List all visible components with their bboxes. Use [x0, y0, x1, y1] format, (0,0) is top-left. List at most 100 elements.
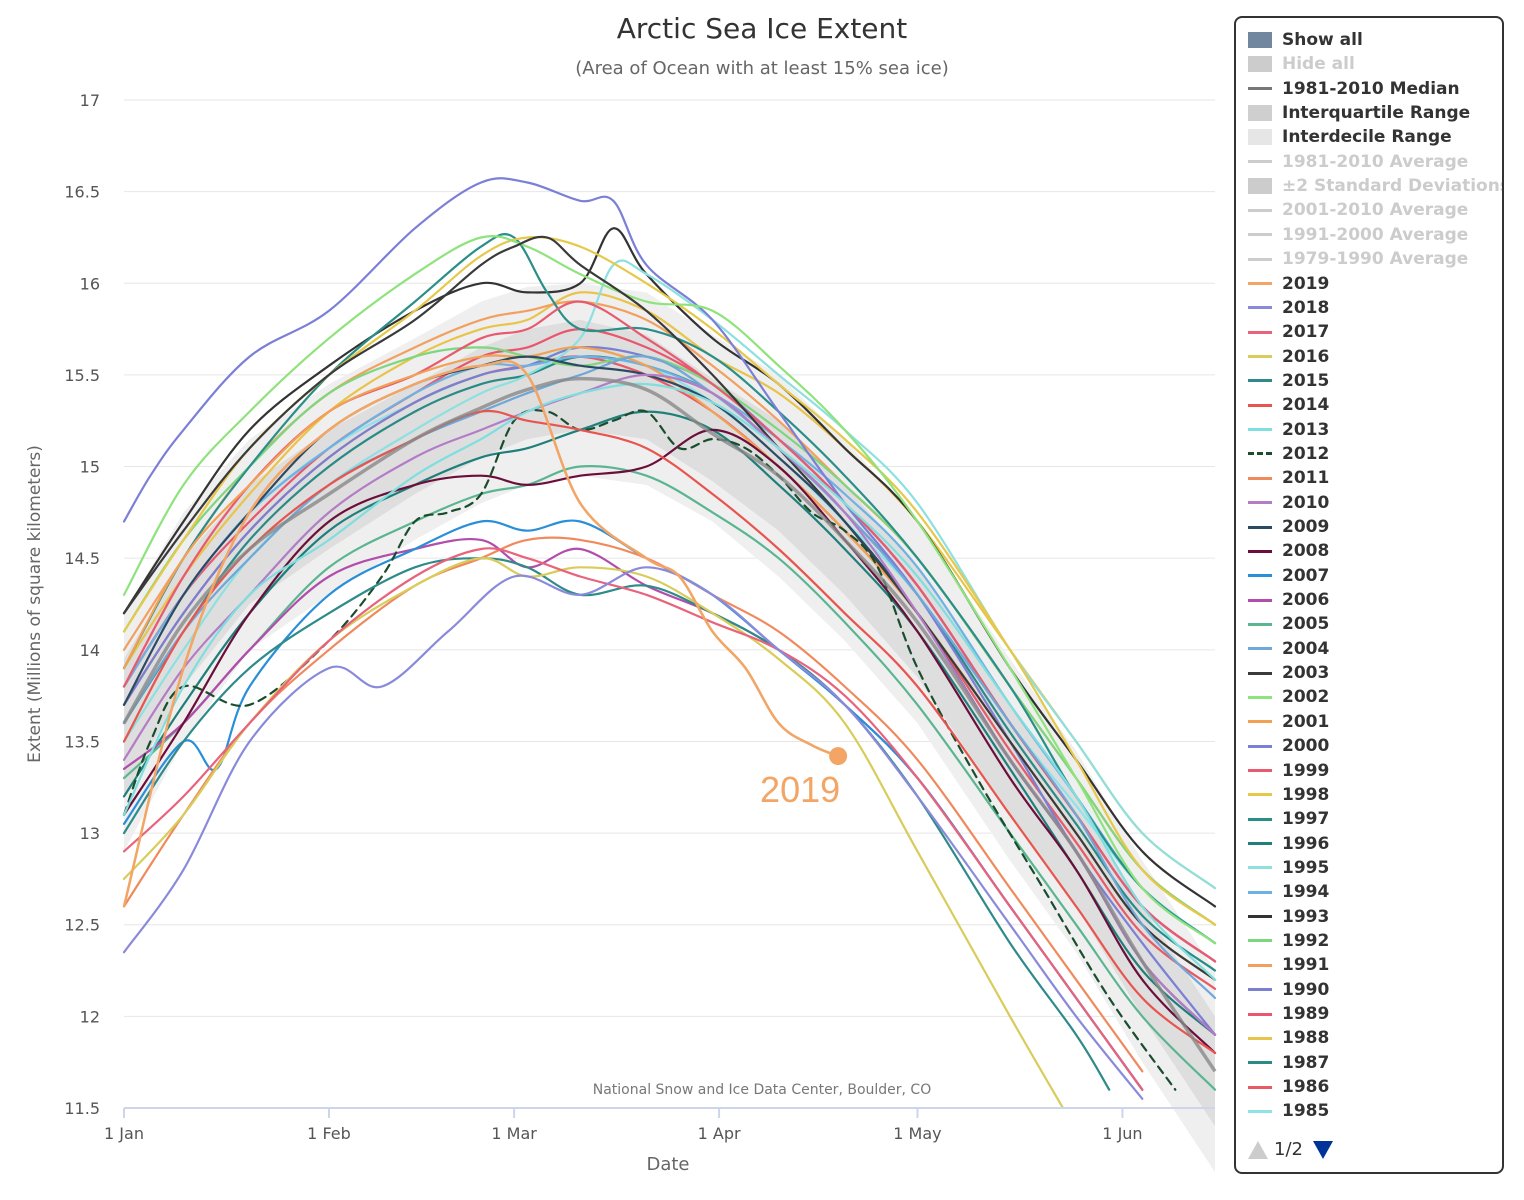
legend-item-1991-2000-average[interactable]: 1991-2000 Average [1248, 224, 1468, 246]
legend-item-1999[interactable]: 1999 [1248, 760, 1329, 782]
series-lines [122, 177, 1217, 1110]
pager-text: 1/2 [1274, 1139, 1303, 1160]
y-tick-label: 13 [80, 824, 100, 843]
legend-item-2005[interactable]: 2005 [1248, 613, 1329, 635]
legend-item-1992[interactable]: 1992 [1248, 930, 1329, 952]
legend-label: 2009 [1282, 517, 1330, 537]
legend-label: 2016 [1282, 346, 1330, 367]
legend-item-1998[interactable]: 1998 [1248, 784, 1329, 806]
legend-item-hide-all[interactable]: Hide all [1248, 53, 1355, 75]
legend-label: 1979-1990 Average [1282, 249, 1469, 270]
legend-swatch [1248, 1109, 1272, 1113]
legend-swatch [1248, 622, 1272, 626]
credit-text: National Snow and Ice Data Center, Bould… [593, 1082, 931, 1098]
series-line-2000 [122, 177, 1217, 1036]
y-axis-label: Extent (Millions of square kilometers) [25, 445, 45, 763]
legend-item-1996[interactable]: 1996 [1248, 833, 1329, 855]
y-tick-label: 16 [80, 274, 100, 293]
legend-item-2004[interactable]: 2004 [1248, 638, 1329, 660]
legend-item-2003[interactable]: 2003 [1248, 662, 1329, 684]
x-axis-label: Date [646, 1154, 689, 1175]
legend-item-2019[interactable]: 2019 [1248, 273, 1329, 295]
legend-item-1995[interactable]: 1995 [1248, 857, 1329, 879]
legend-swatch [1248, 1012, 1272, 1016]
legend-swatch [1248, 744, 1272, 748]
legend-swatch [1248, 355, 1272, 359]
legend-item-1986[interactable]: 1986 [1248, 1076, 1329, 1098]
legend-item-1987[interactable]: 1987 [1248, 1052, 1329, 1074]
legend-swatch [1248, 233, 1272, 237]
legend-item-2001-2010-average[interactable]: 2001-2010 Average [1248, 199, 1468, 221]
legend-item-2015[interactable]: 2015 [1248, 370, 1329, 392]
legend-swatch [1248, 988, 1272, 992]
series-line-2019-top [122, 359, 839, 907]
legend-item-1990[interactable]: 1990 [1248, 979, 1329, 1001]
legend-item-1993[interactable]: 1993 [1248, 906, 1329, 928]
legend-item-show-all[interactable]: Show all [1248, 29, 1363, 51]
legend-item-1997[interactable]: 1997 [1248, 808, 1329, 830]
legend-swatch [1248, 817, 1272, 821]
legend-item-2001[interactable]: 2001 [1248, 711, 1329, 733]
legend-label: 2013 [1282, 419, 1330, 440]
legend-label: Hide all [1282, 54, 1355, 75]
legend-swatch [1248, 695, 1272, 699]
annotation-marker [829, 747, 848, 766]
legend-item-2009[interactable]: 2009 [1248, 516, 1329, 538]
y-tick-label: 15.5 [64, 366, 100, 385]
axes: 17 16.5 16 15.5 15 14.5 14 13.5 13 12.5 12 11.51 Ja… [64, 91, 1215, 1143]
series-line-2013 [122, 382, 1217, 981]
legend-label: Interquartile Range [1282, 103, 1471, 124]
legend-item-1994[interactable]: 1994 [1248, 881, 1329, 903]
legend-label: Interdecile Range [1282, 127, 1452, 148]
legend-item--2-standard-deviations[interactable]: ±2 Standard Deviations [1248, 175, 1502, 197]
legend-item-1985[interactable]: 1985 [1248, 1100, 1329, 1122]
legend-swatch [1248, 720, 1272, 724]
legend-swatch [1248, 476, 1272, 480]
legend-item-interquartile-range[interactable]: Interquartile Range [1248, 102, 1470, 124]
legend-label: 1993 [1282, 906, 1330, 927]
legend-label: 2010 [1282, 492, 1330, 513]
legend-item-2006[interactable]: 2006 [1248, 589, 1329, 611]
x-tick-label: 1 May [893, 1124, 941, 1143]
triangle-down-icon[interactable] [1312, 1140, 1333, 1159]
legend-item-1988[interactable]: 1988 [1248, 1027, 1329, 1049]
legend-item-2013[interactable]: 2013 [1248, 419, 1329, 441]
y-tick-label: 12 [80, 1007, 100, 1026]
legend-label: 2018 [1282, 297, 1330, 318]
legend-item-2002[interactable]: 2002 [1248, 686, 1329, 708]
legend-item-2016[interactable]: 2016 [1248, 346, 1329, 368]
legend-swatch [1248, 282, 1272, 285]
legend-label: 1996 [1282, 833, 1330, 854]
legend-item-interdecile-range[interactable]: Interdecile Range [1248, 126, 1452, 148]
legend-item-1991[interactable]: 1991 [1248, 954, 1329, 976]
legend-swatch [1248, 87, 1272, 91]
legend-swatch [1248, 647, 1272, 651]
legend-item-2018[interactable]: 2018 [1248, 297, 1329, 319]
legend-item-1981-2010-average[interactable]: 1981-2010 Average [1248, 151, 1468, 173]
chart-subtitle: (Area of Ocean with at least 15% sea ice… [575, 58, 948, 79]
series-line-2002 [122, 235, 1217, 945]
legend-item-2007[interactable]: 2007 [1248, 565, 1329, 587]
legend-swatch [1248, 549, 1272, 553]
legend-swatch [1248, 160, 1272, 164]
legend-swatch [1248, 56, 1272, 73]
legend-swatch [1248, 939, 1272, 943]
legend-item-2017[interactable]: 2017 [1248, 321, 1329, 343]
annotation-2019: 2019 [760, 747, 848, 810]
legend-item-2008[interactable]: 2008 [1248, 540, 1329, 562]
series-line-2018 [122, 566, 1144, 1100]
legend-item-2011[interactable]: 2011 [1248, 467, 1329, 489]
legend-item-1989[interactable]: 1989 [1248, 1003, 1329, 1025]
legend-item-2014[interactable]: 2014 [1248, 394, 1329, 416]
legend-item-2000[interactable]: 2000 [1248, 735, 1329, 757]
legend-label: 2011 [1282, 468, 1330, 489]
series-line-2017 [122, 547, 1144, 1091]
legend-swatch [1248, 1085, 1272, 1089]
legend-item-1981-2010-median[interactable]: 1981-2010 Median [1248, 78, 1460, 100]
series-line-1996 [122, 410, 1217, 1036]
legend-item-2012[interactable]: 2012 [1248, 443, 1329, 465]
legend-item-2010[interactable]: 2010 [1248, 492, 1329, 514]
legend-swatch [1248, 306, 1272, 310]
legend-item-1979-1990-average[interactable]: 1979-1990 Average [1248, 248, 1468, 270]
triangle-up-icon[interactable] [1248, 1140, 1268, 1159]
